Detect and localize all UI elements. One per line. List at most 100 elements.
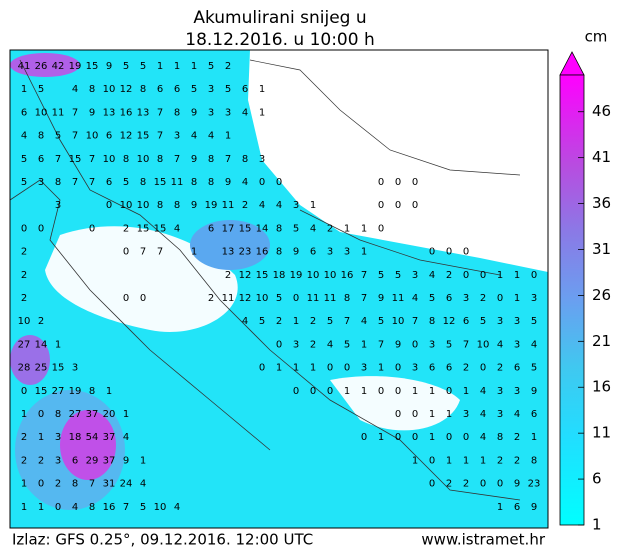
snow-value: 0 (327, 386, 333, 397)
snow-value: 0 (395, 363, 401, 374)
snow-value: 3 (497, 316, 503, 327)
snow-value: 1 (55, 339, 61, 350)
snow-value: 5 (378, 316, 384, 327)
snow-value: 4 (429, 270, 435, 281)
snow-value: 1 (276, 363, 282, 374)
snow-value: 4 (259, 200, 265, 211)
snow-value: 4 (123, 432, 129, 443)
snow-value: 6 (38, 154, 44, 165)
snow-value: 1 (174, 61, 180, 72)
snow-value: 8 (208, 177, 214, 188)
snow-value: 15 (137, 223, 150, 234)
snow-value: 0 (395, 432, 401, 443)
snow-value: 2 (38, 455, 44, 466)
snow-value: 10 (18, 316, 31, 327)
snow-value: 0 (378, 200, 384, 211)
snow-value: 9 (293, 247, 299, 258)
snow-value: 15 (154, 223, 167, 234)
snow-value: 0 (123, 247, 129, 258)
snow-value: 4 (412, 293, 418, 304)
snow-value: 2 (21, 247, 27, 258)
snow-value: 0 (463, 247, 469, 258)
snow-value: 27 (69, 409, 82, 420)
snow-value: 23 (528, 479, 541, 490)
snow-value: 3 (208, 107, 214, 118)
snow-value: 0 (412, 177, 418, 188)
snow-value: 0 (412, 432, 418, 443)
snow-value: 8 (497, 432, 503, 443)
snow-value: 9 (378, 293, 384, 304)
snow-value: 4 (140, 479, 146, 490)
snow-value: 7 (361, 270, 367, 281)
snow-value: 9 (191, 154, 197, 165)
snow-value: 8 (429, 316, 435, 327)
snow-value: 4 (191, 131, 197, 142)
snow-value: 5 (21, 154, 27, 165)
colorbar-tick-label: 46 (592, 102, 611, 120)
colorbar-tick-label: 6 (592, 470, 602, 488)
snow-value: 7 (72, 177, 78, 188)
snow-value: 1 (361, 339, 367, 350)
snow-value: 13 (222, 247, 235, 258)
snow-value: 3 (497, 409, 503, 420)
snow-value: 1 (429, 432, 435, 443)
snow-value: 0 (497, 293, 503, 304)
snow-value: 1 (21, 479, 27, 490)
snow-value: 1 (412, 455, 418, 466)
snow-value: 0 (276, 339, 282, 350)
snow-value: 1 (293, 363, 299, 374)
snow-value: 4 (174, 502, 180, 513)
snow-value: 8 (89, 386, 95, 397)
snow-value: 6 (174, 84, 180, 95)
snow-value: 0 (21, 386, 27, 397)
snow-value: 19 (69, 61, 82, 72)
snow-value: 5 (378, 270, 384, 281)
snow-value: 5 (225, 84, 231, 95)
snow-value: 7 (89, 177, 95, 188)
snow-value: 0 (446, 386, 452, 397)
snow-value: 6 (208, 223, 214, 234)
snow-value: 11 (222, 200, 235, 211)
snow-value: 6 (531, 409, 537, 420)
snow-value: 11 (392, 293, 405, 304)
snow-value: 2 (446, 270, 452, 281)
snow-value: 3 (412, 270, 418, 281)
snow-value: 0 (463, 270, 469, 281)
snow-value: 10 (324, 270, 337, 281)
snow-value: 8 (191, 177, 197, 188)
snow-value: 5 (55, 131, 61, 142)
snow-value: 5 (123, 61, 129, 72)
snow-value: 13 (137, 107, 150, 118)
snow-value: 11 (171, 177, 184, 188)
snow-value: 10 (103, 154, 116, 165)
snow-value: 24 (120, 479, 133, 490)
snow-value: 16 (120, 107, 133, 118)
snow-value: 8 (72, 479, 78, 490)
snow-value: 14 (35, 339, 48, 350)
snow-value: 6 (157, 84, 163, 95)
snow-value: 7 (174, 154, 180, 165)
snow-value: 8 (140, 84, 146, 95)
snow-value: 8 (55, 409, 61, 420)
snow-value: 1 (344, 386, 350, 397)
snow-value: 4 (310, 223, 316, 234)
snow-value: 2 (480, 293, 486, 304)
snow-value: 8 (276, 247, 282, 258)
snow-value: 0 (412, 409, 418, 420)
snow-value: 0 (259, 177, 265, 188)
snow-value: 1 (106, 386, 112, 397)
snow-value: 2 (497, 455, 503, 466)
snow-value: 1 (21, 502, 27, 513)
snow-value: 7 (123, 502, 129, 513)
snow-value: 5 (395, 270, 401, 281)
snow-value: 6 (106, 131, 112, 142)
snow-value: 20 (103, 409, 116, 420)
snow-value: 1 (191, 247, 197, 258)
snow-value: 2 (446, 479, 452, 490)
snow-value: 37 (103, 455, 116, 466)
snow-value: 1 (463, 386, 469, 397)
snow-value: 3 (293, 339, 299, 350)
snow-value: 10 (103, 84, 116, 95)
snow-value: 6 (242, 84, 248, 95)
